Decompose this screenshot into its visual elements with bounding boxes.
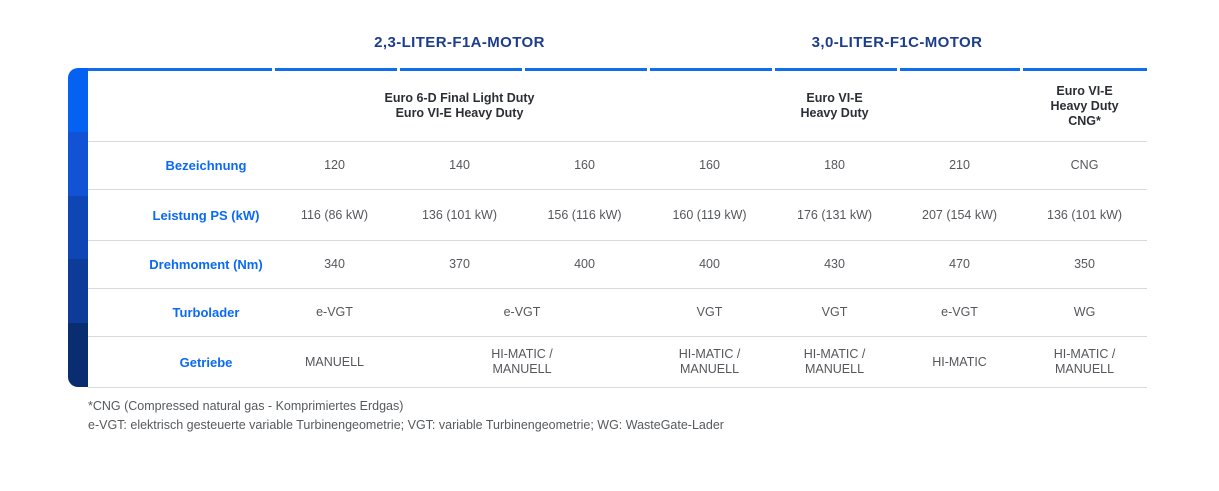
spec-cell: HI-MATIC / MANUELL	[678, 347, 741, 376]
spec-cell: e-VGT	[503, 305, 541, 319]
spec-cell: 210	[949, 158, 970, 172]
table-row: Getriebe MANUELL HI-MATIC / MANUELL HI-MATI…	[88, 336, 1148, 388]
spec-cell: 160	[574, 158, 595, 172]
spec-cell: MANUELL	[304, 354, 365, 369]
table-row: Turbolader e-VGT e-VGT VGT VGT e-VGT WG	[88, 288, 1148, 337]
accent-bar-segment-3	[68, 195, 88, 260]
spec-cell: HI-MATIC / MANUELL	[491, 347, 553, 376]
spec-cell: CNG	[1070, 158, 1099, 172]
spec-cell: 160 (119 kW)	[672, 207, 747, 222]
border-notch	[397, 68, 400, 71]
spec-cell: 400	[574, 257, 595, 271]
spec-cell: 120	[324, 158, 345, 172]
row-label: Turbolader	[172, 305, 240, 320]
spec-cell: 136 (101 kW)	[421, 207, 498, 222]
spec-cell: 400	[699, 257, 720, 271]
column-group-header: Euro VI-E Heavy Duty CNG*	[1022, 68, 1148, 142]
accent-bar	[68, 68, 88, 387]
accent-bar-segment-1	[68, 68, 88, 132]
spec-cell: VGT	[821, 305, 848, 319]
row-label: Bezeichnung	[165, 158, 247, 173]
accent-bar-segment-5	[68, 323, 88, 387]
footnotes: *CNG (Compressed natural gas - Komprimie…	[88, 397, 1148, 434]
border-notch	[522, 68, 525, 71]
row-label: Getriebe	[179, 354, 233, 370]
engine-spec-table: Euro 6-D Final Light Duty Euro VI-E Heav…	[88, 68, 1148, 388]
border-notch	[272, 68, 275, 71]
corner-cell	[88, 68, 272, 142]
spec-cell: 136 (101 kW)	[1047, 207, 1123, 222]
spec-cell: 140	[449, 158, 470, 172]
column-group-header: Euro 6-D Final Light Duty Euro VI-E Heav…	[272, 68, 648, 142]
footnote-turbo-abbreviations: e-VGT: elektrisch gesteuerte variable Tu…	[88, 417, 724, 432]
spec-cell: e-VGT	[941, 305, 978, 319]
border-notch	[1020, 68, 1023, 71]
spec-cell: VGT	[696, 305, 723, 319]
spec-cell: 340	[324, 257, 345, 271]
spec-cell: HI-MATIC / MANUELL	[1053, 347, 1116, 376]
footnote-cng: *CNG (Compressed natural gas - Komprimie…	[88, 399, 404, 413]
table-row: Bezeichnung 120 140 160 160 180 210 CNG	[88, 141, 1148, 190]
table-row: Leistung PS (kW) 116 (86 kW) 136 (101 kW) 1…	[88, 189, 1148, 241]
spec-cell: 470	[949, 257, 970, 271]
spec-cell: 430	[824, 257, 845, 271]
spec-cell: 160	[699, 158, 720, 172]
accent-bar-segment-4	[68, 259, 88, 324]
row-label: Leistung PS (kW)	[152, 207, 260, 223]
spec-cell: 350	[1074, 257, 1095, 271]
border-notch	[647, 68, 650, 71]
spec-cell: 180	[824, 158, 845, 172]
border-notch	[897, 68, 900, 71]
accent-bar-segment-2	[68, 131, 88, 196]
engine-group-title-f1c: 3,0-LITER-F1C-MOTOR	[811, 34, 983, 51]
spec-cell: HI-MATIC / MANUELL	[803, 347, 866, 376]
engine-group-title-f1a: 2,3-LITER-F1A-MOTOR	[374, 34, 545, 51]
spec-cell: 176 (131 kW)	[797, 207, 873, 222]
spec-cell: e-VGT	[316, 305, 353, 319]
column-header-row: Euro 6-D Final Light Duty Euro VI-E Heav…	[88, 68, 1148, 142]
border-notch	[772, 68, 775, 71]
column-group-header: Euro VI-E Heavy Duty	[647, 68, 1023, 142]
spec-cell: 116 (86 kW)	[300, 207, 369, 222]
table-row: Drehmoment (Nm) 340 370 400 400 430 470 350	[88, 240, 1148, 289]
spec-cell: HI-MATIC	[932, 354, 987, 369]
spec-cell: 156 (116 kW)	[547, 207, 622, 222]
spec-cell: 207 (154 kW)	[922, 207, 998, 222]
spec-cell: 370	[449, 257, 470, 271]
spec-cell: WG	[1073, 305, 1096, 319]
row-label: Drehmoment (Nm)	[149, 257, 263, 272]
